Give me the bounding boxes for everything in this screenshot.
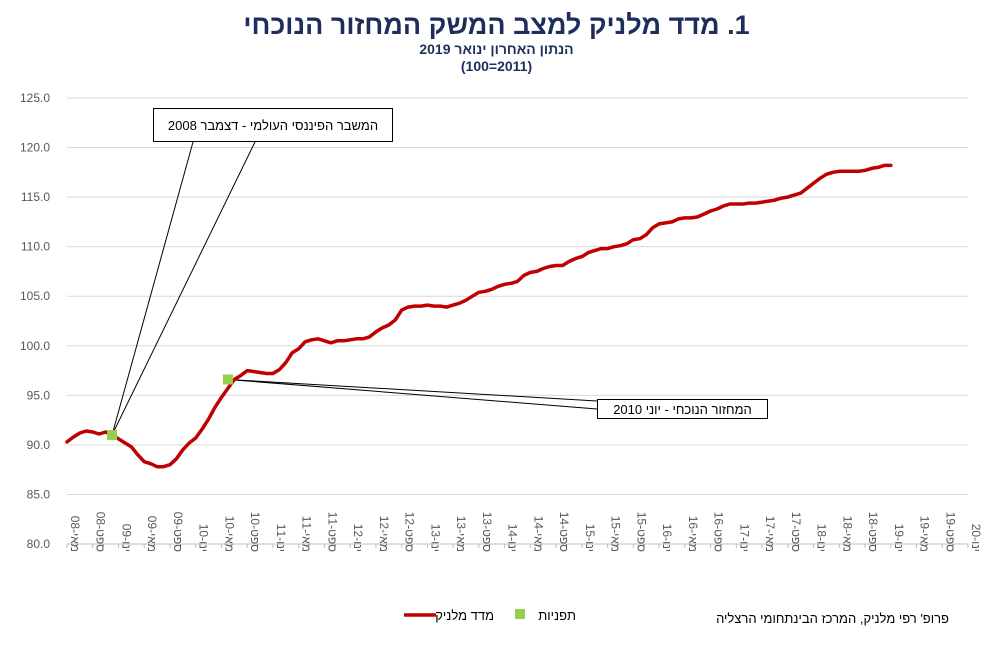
annotation-current-cycle: המחזור הנוכחי - יוני 2010 (597, 399, 768, 419)
x-tick-label: ינו-18 (815, 524, 829, 552)
x-tick-label: ינו-11 (274, 524, 288, 552)
x-tick-label: מאי-18 (840, 516, 854, 552)
x-axis-ticks: מאי-08 ספט-08 ינו-09 מאי-09 ספט-09 ינו-10 מאי-… (66, 512, 983, 552)
series-line-melnick-index (65, 163, 893, 469)
y-tick-label: 120.0 (20, 141, 50, 155)
y-axis-ticks: 80.0 85.0 90.0 95.0 100.0 105.0 110.0 115.0 120.… (20, 91, 50, 551)
x-tick-label: ינו-09 (119, 524, 133, 552)
x-tick-label: ינו-16 (660, 524, 674, 552)
x-tick-label: מאי-17 (763, 516, 777, 552)
x-tick-label: מאי-08 (68, 516, 82, 552)
turning-point-marker (107, 429, 118, 440)
x-tick-label: ספט-11 (325, 512, 339, 552)
turning-point-marker (222, 374, 233, 385)
x-tick-label: ינו-12 (351, 524, 365, 552)
y-tick-label: 105.0 (20, 289, 50, 303)
legend-label-melnick-index: מדד מלניק (435, 608, 494, 623)
leader-line (111, 141, 194, 436)
turning-point-markers (107, 374, 233, 440)
y-tick-label: 125.0 (20, 91, 50, 105)
y-tick-label: 100.0 (20, 339, 50, 353)
legend-swatch-turning-points (515, 609, 525, 619)
x-tick-label: מאי-10 (222, 516, 236, 552)
y-tick-label: 85.0 (27, 487, 51, 501)
x-tick-label: מאי-14 (531, 516, 545, 552)
x-tick-label: ינו-13 (428, 524, 442, 552)
legend-label-turning-points: תפניות (538, 608, 576, 623)
x-tick-label: ינו-14 (506, 524, 520, 552)
x-tick-label: מאי-13 (454, 516, 468, 552)
leader-line (227, 378, 598, 402)
x-tick-label: ספט-15 (634, 512, 648, 552)
legend: מדד מלניק תפניות (404, 608, 576, 623)
y-tick-label: 90.0 (27, 438, 51, 452)
leader-line (227, 378, 598, 410)
x-tick-label: ינו-10 (197, 524, 211, 552)
x-tick-label: מאי-12 (377, 516, 391, 552)
y-tick-label: 115.0 (21, 190, 50, 204)
x-tick-label: ספט-14 (557, 512, 571, 552)
gridlines (67, 97, 968, 545)
leader-line (111, 141, 256, 436)
x-tick-label: ספט-13 (480, 512, 494, 552)
chart-title: 1. מדד מלניק למצב המשק המחזור הנוכחי (243, 10, 750, 40)
x-tick-label: ספט-16 (712, 512, 726, 552)
x-tick-label: מאי-11 (300, 516, 314, 552)
y-tick-label: 110.0 (21, 240, 50, 254)
source-credit: פרופ' רפי מלניק, המרכז הבינתחומי הרצליה (716, 611, 949, 626)
x-tick-label: ספט-18 (866, 512, 880, 552)
x-tick-label: ספט-17 (789, 512, 803, 552)
x-tick-label: מאי-16 (686, 516, 700, 552)
x-tick-label: מאי-19 (918, 516, 932, 552)
x-tick-label: מאי-15 (609, 516, 623, 552)
x-tick-label: ינו-20 (969, 524, 983, 552)
annotation-leaders (111, 141, 598, 436)
x-tick-label: ספט-10 (248, 512, 262, 552)
x-tick-label: ספט-08 (94, 512, 108, 552)
annotation-financial-crisis: המשבר הפיננסי העולמי - דצמבר 2008 (153, 108, 393, 142)
x-tick-label: ינו-17 (737, 524, 751, 552)
x-tick-label: ינו-19 (892, 524, 906, 552)
chart-subtitle-last-data: הנתון האחרון ינואר 2019 (419, 41, 574, 57)
y-tick-label: 80.0 (27, 537, 51, 551)
chart-subtitle-base: (2011=100) (460, 58, 533, 74)
x-tick-label: מאי-09 (145, 516, 159, 552)
x-tick-label: ספט-09 (171, 512, 185, 552)
x-tick-label: ינו-15 (583, 524, 597, 552)
x-tick-label: ספט-12 (403, 512, 417, 552)
x-tick-label: ספט-19 (943, 512, 957, 552)
y-tick-label: 95.0 (27, 388, 51, 402)
